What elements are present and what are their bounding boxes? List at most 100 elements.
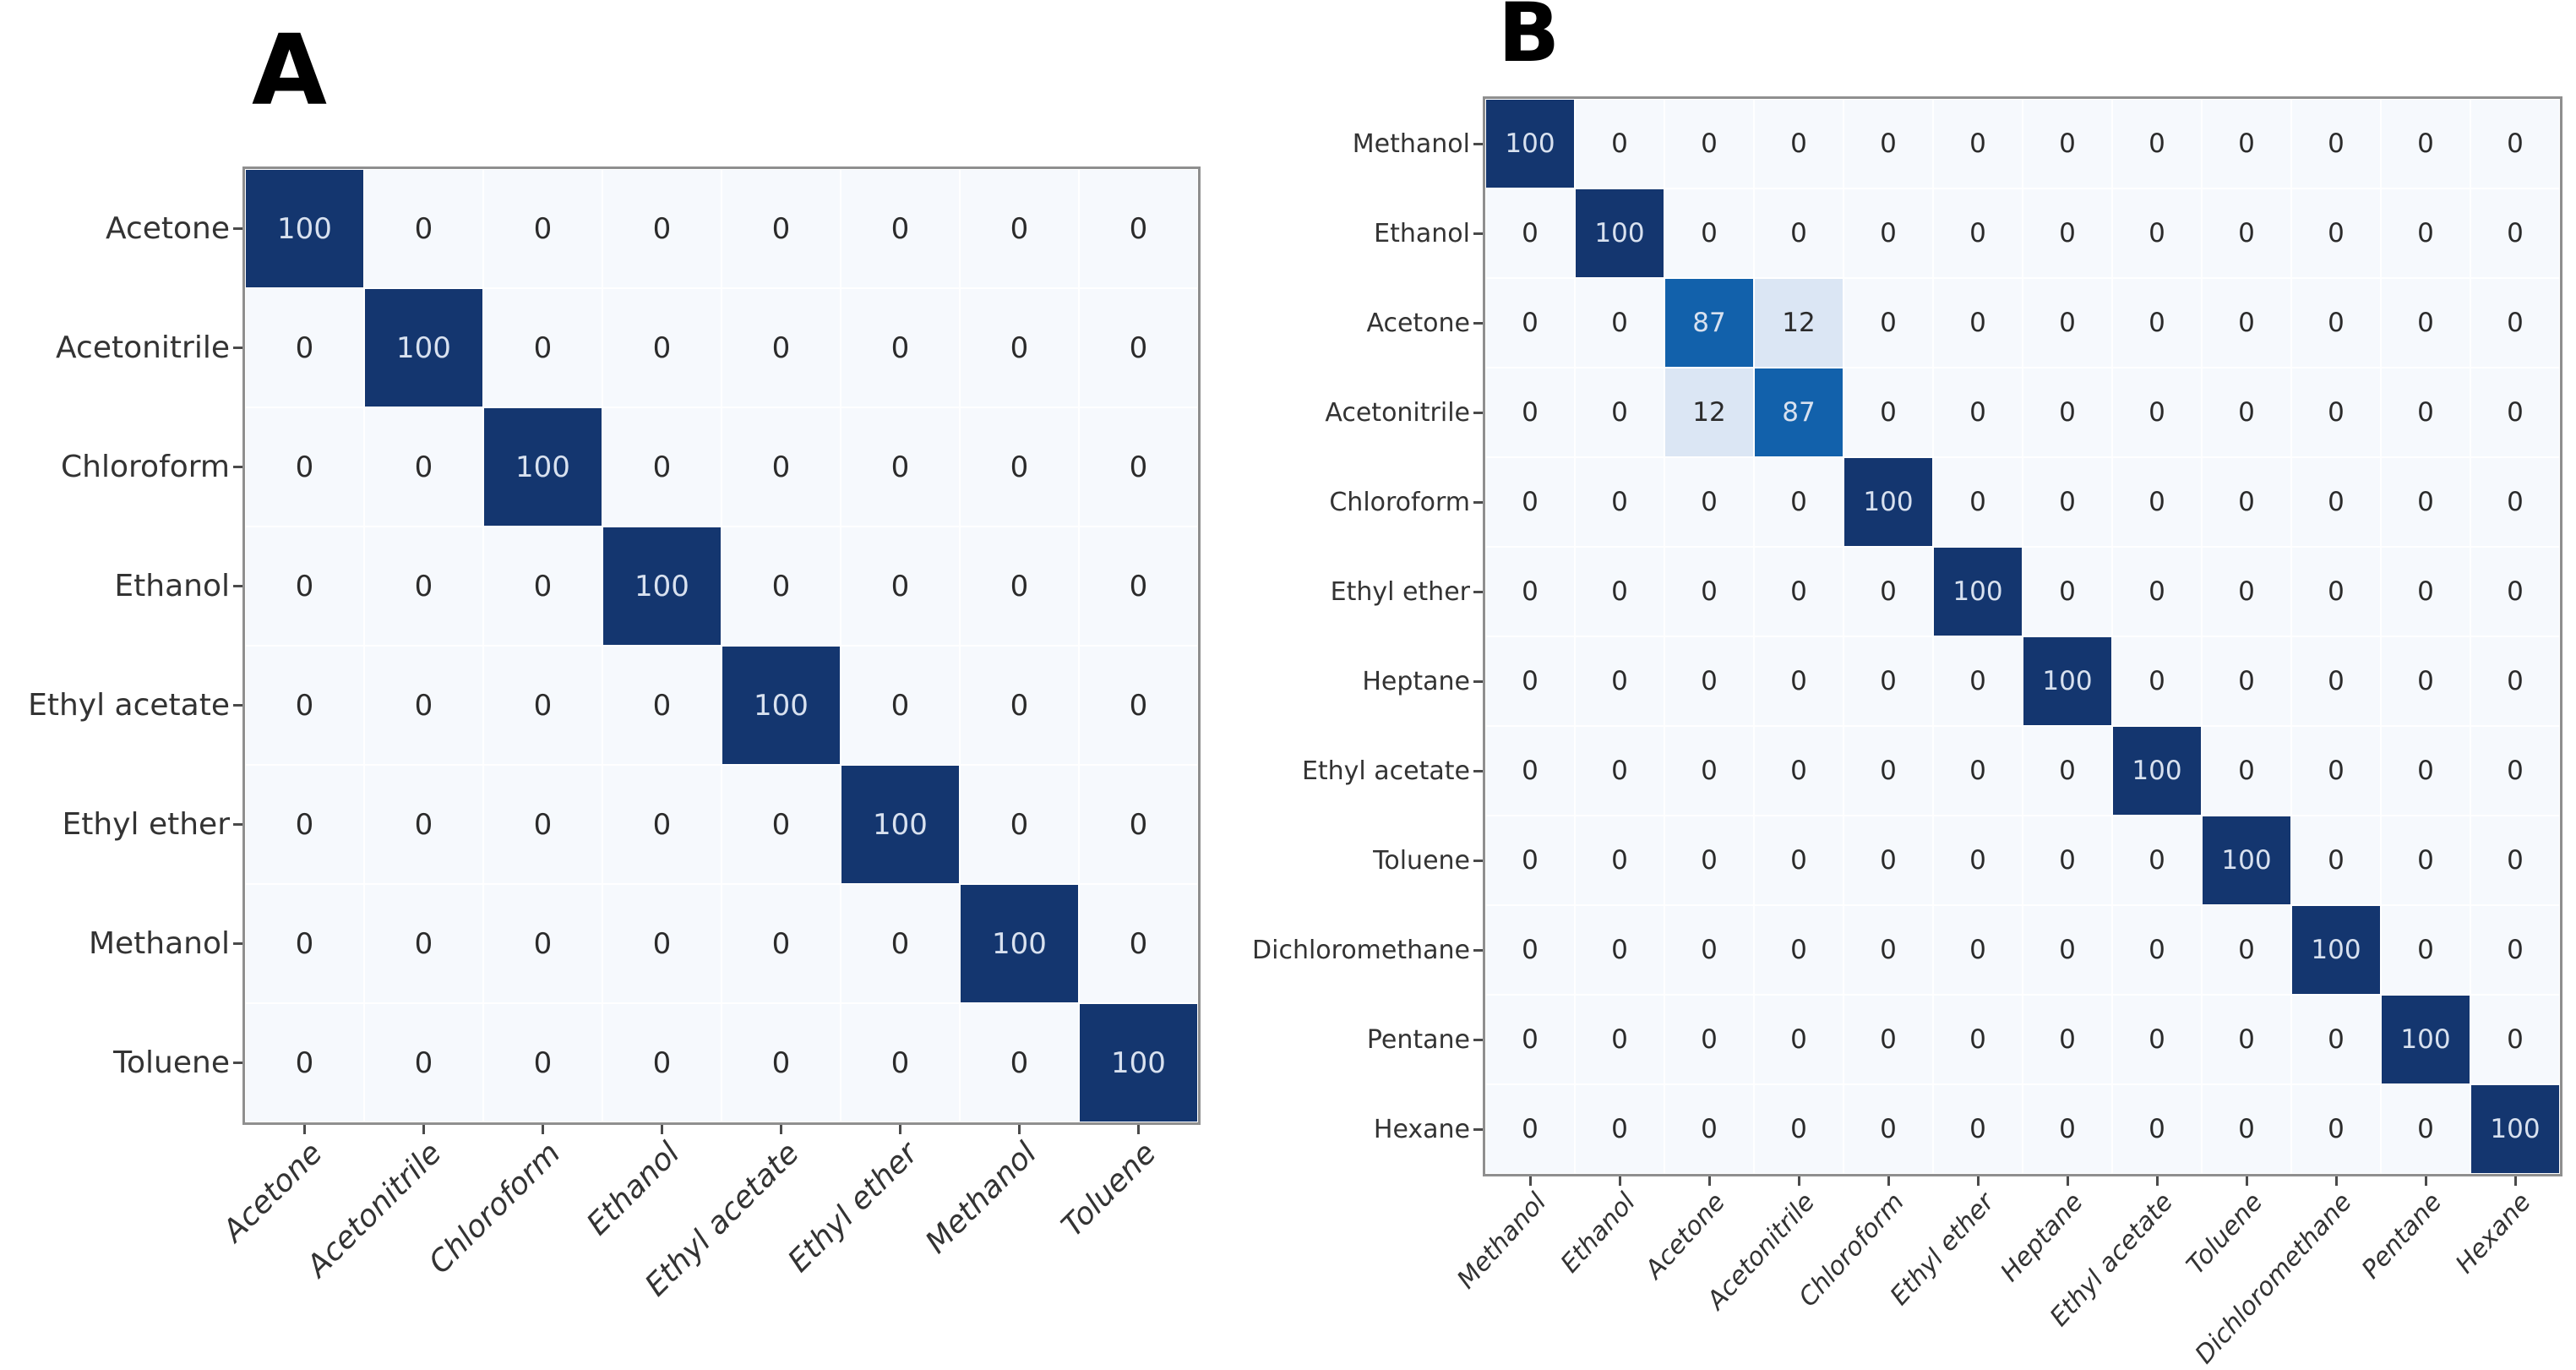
x-tick-mark [1137, 1125, 1140, 1134]
heatmap-cell: 0 [1754, 1084, 1844, 1174]
heatmap-cell: 0 [483, 527, 602, 646]
cell-value: 100 [515, 450, 570, 484]
heatmap-cell: 0 [2381, 368, 2470, 457]
cell-value: 0 [2328, 1114, 2345, 1144]
heatmap-cell: 100 [1079, 1003, 1198, 1122]
heatmap-cell: 0 [2023, 1084, 2112, 1174]
heatmap-cell: 0 [1664, 995, 1754, 1084]
x-tick-label: Dichloromethane [2189, 1187, 2359, 1370]
cell-value: 0 [1790, 1114, 1807, 1144]
cell-value: 0 [2417, 756, 2434, 786]
x-tick-mark [1887, 1176, 1890, 1186]
cell-value: 0 [2059, 1114, 2076, 1144]
y-tick-mark [1473, 500, 1483, 504]
cell-value: 0 [1010, 1045, 1029, 1080]
cell-value: 0 [1010, 569, 1029, 603]
heatmap-cell: 0 [841, 527, 960, 646]
heatmap-cell: 0 [2023, 816, 2112, 905]
heatmap-cell: 100 [2023, 636, 2112, 726]
cell-value: 0 [2059, 935, 2076, 965]
heatmap-cell: 0 [1485, 1084, 1575, 1174]
heatmap-cell: 0 [2291, 99, 2381, 188]
cell-value: 0 [1010, 688, 1029, 723]
cell-value: 0 [1701, 218, 1718, 248]
cell-value: 0 [1010, 330, 1029, 365]
panel-label-b: B [1498, 0, 1560, 80]
cell-value: 0 [2148, 218, 2165, 248]
heatmap-cell: 0 [245, 288, 364, 407]
heatmap-cell: 0 [1754, 995, 1844, 1084]
heatmap-cell: 0 [483, 1003, 602, 1122]
heatmap-cell: 0 [1664, 547, 1754, 636]
heatmap-cell: 100 [483, 407, 602, 527]
heatmap-cell: 0 [1933, 995, 2023, 1084]
y-tick-label: Ethyl ether [62, 807, 230, 842]
heatmap-cell: 0 [1754, 816, 1844, 905]
heatmap-cell: 100 [602, 527, 722, 646]
cell-value: 0 [2148, 666, 2165, 696]
heatmap-cell: 0 [1485, 278, 1575, 368]
cell-value: 0 [890, 926, 910, 961]
cell-value: 0 [2507, 845, 2524, 876]
cell-value: 0 [2417, 576, 2434, 607]
heatmap-cell: 100 [1844, 457, 1933, 547]
heatmap-cell: 0 [2470, 278, 2560, 368]
heatmap-cell: 0 [1575, 368, 1664, 457]
cell-value: 0 [890, 569, 910, 603]
cell-value: 0 [2059, 845, 2076, 876]
heatmap-cell: 0 [364, 169, 483, 288]
heatmap-cell: 0 [960, 765, 1079, 884]
cell-value: 0 [1880, 845, 1897, 876]
heatmap-cell: 0 [841, 169, 960, 288]
cell-value: 87 [1692, 308, 1726, 338]
cell-value: 0 [533, 1045, 553, 1080]
x-tick-mark [542, 1125, 544, 1134]
cell-value: 0 [2059, 576, 2076, 607]
heatmap-cell: 0 [602, 1003, 722, 1122]
heatmap-cell: 0 [1664, 457, 1754, 547]
cell-value: 0 [1701, 128, 1718, 159]
cell-value: 0 [2328, 397, 2345, 428]
cell-value: 0 [2328, 845, 2345, 876]
heatmap-cell: 100 [2470, 1084, 2560, 1174]
heatmap-cell: 0 [1844, 1084, 1933, 1174]
heatmap-cell: 0 [602, 646, 722, 765]
cell-value: 0 [1522, 487, 1539, 517]
cell-value: 0 [414, 926, 433, 961]
cell-value: 12 [1692, 397, 1726, 428]
heatmap-cell: 0 [2202, 188, 2291, 278]
heatmap-cell: 100 [1933, 547, 2023, 636]
cell-value: 0 [1969, 935, 1986, 965]
cell-value: 0 [1969, 128, 1986, 159]
cell-value: 0 [1522, 1024, 1539, 1055]
heatmap-cell: 0 [2112, 636, 2202, 726]
cell-value: 0 [2328, 666, 2345, 696]
y-tick-mark [233, 704, 242, 707]
heatmap-cell: 0 [364, 646, 483, 765]
heatmap-cell: 0 [1485, 368, 1575, 457]
heatmap-cell: 0 [2291, 368, 2381, 457]
heatmap-cell: 0 [1844, 905, 1933, 995]
heatmap-cell: 0 [2291, 278, 2381, 368]
heatmap-cell: 0 [1664, 1084, 1754, 1174]
heatmap-cell: 0 [602, 884, 722, 1003]
heatmap-cell: 0 [1485, 188, 1575, 278]
cell-value: 12 [1782, 308, 1816, 338]
cell-value: 0 [2417, 1114, 2434, 1144]
heatmap-cell: 0 [483, 169, 602, 288]
cell-value: 0 [414, 211, 433, 246]
cell-value: 0 [2148, 308, 2165, 338]
cell-value: 0 [2148, 935, 2165, 965]
cell-value: 0 [1701, 666, 1718, 696]
x-tick-label: Ethanol [1555, 1187, 1642, 1280]
x-tick-mark [2334, 1176, 2338, 1186]
y-tick-mark [233, 347, 242, 349]
cell-value: 0 [2328, 1024, 2345, 1055]
y-tick-mark [1473, 142, 1483, 145]
heatmap-cell: 0 [1485, 457, 1575, 547]
y-tick-label: Acetone [105, 211, 230, 246]
x-tick-label: Ethanol [580, 1136, 687, 1242]
heatmap-cell: 0 [2470, 995, 2560, 1084]
heatmap-cell: 0 [2202, 278, 2291, 368]
cell-value: 100 [1594, 218, 1645, 248]
